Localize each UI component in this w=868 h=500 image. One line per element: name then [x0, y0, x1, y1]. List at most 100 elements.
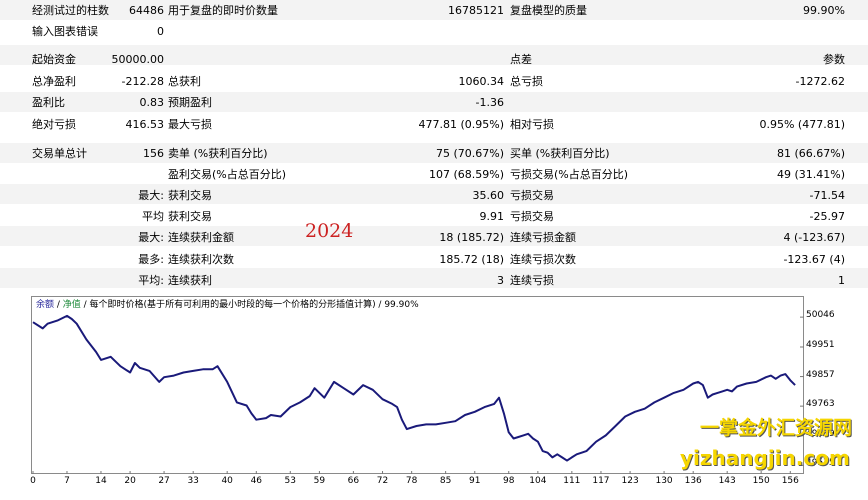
x-tick-label: 46 [250, 476, 263, 486]
x-tick-label: 150 [752, 476, 770, 486]
label-largest-profit-trade: 获利交易 [168, 189, 212, 202]
value-ticks-modelled: 16785121 [448, 4, 504, 17]
label-spread: 点差 [510, 53, 532, 66]
label-relative-drawdown: 相对亏损 [510, 118, 554, 131]
value-profit-trades: 107 (68.59%) [428, 168, 504, 181]
x-tick-label: 143 [718, 476, 736, 486]
value-net-profit: -212.28 [121, 75, 164, 88]
value-largest-profit-trade: 35.60 [472, 189, 505, 202]
value-gross-profit: 1060.34 [458, 75, 505, 88]
x-tick-label: 91 [469, 476, 481, 486]
value-spread: 参数 [823, 53, 845, 66]
label-max-consecutive-losses: 连续亏损金额 [510, 231, 576, 244]
watermark-chinese: 一掌金外汇资源网 [700, 417, 853, 439]
label-maximum: 最大: [138, 231, 164, 244]
value-short-positions: 75 (70.67%) [435, 147, 504, 160]
value-chart-errors: 0 [157, 25, 164, 38]
label-gross-profit: 总获利 [168, 75, 201, 88]
label-initial-deposit: 起始资金 [32, 53, 76, 66]
x-tick-label: 14 [95, 476, 107, 486]
label-average-loss-trade: 亏损交易 [510, 210, 554, 223]
y-tick-label: 49763 [806, 399, 835, 410]
label-maximal-consecutive-profit: 连续获利次数 [168, 253, 234, 266]
value-average-profit-trade: 9.91 [479, 210, 505, 223]
value-bars-tested: 64486 [129, 4, 164, 17]
label-net-profit: 总净盈利 [32, 75, 76, 88]
x-tick-label: 0 [30, 476, 36, 486]
y-tick-label: 49857 [806, 369, 835, 380]
value-gross-loss: -1272.62 [795, 75, 845, 88]
label-avg: 平均: [138, 274, 164, 287]
x-tick-label: 27 [158, 476, 170, 486]
value-relative-drawdown: 0.95% (477.81) [759, 118, 845, 131]
balance-chart [31, 296, 804, 474]
label-short-positions: 卖单 (%获利百分比) [168, 147, 268, 160]
value-maximal-consecutive-profit: 185.72 (18) [439, 253, 504, 266]
label-average-consecutive-wins: 连续获利 [168, 274, 212, 287]
x-tick-label: 156 [781, 476, 799, 486]
value-modelling-quality: 99.90% [803, 4, 845, 17]
x-tick-label: 33 [187, 476, 199, 486]
x-tick-label: 104 [529, 476, 547, 486]
y-tick-label: 49575 [806, 458, 835, 469]
label-largest: 最大: [138, 189, 164, 202]
label-modelling-quality: 复盘模型的质量 [510, 4, 587, 17]
value-maximal-drawdown: 477.81 (0.95%) [418, 118, 504, 131]
label-maximal-consecutive-loss: 连续亏损次数 [510, 253, 576, 266]
label-average-profit-trade: 获利交易 [168, 210, 212, 223]
value-maximal-consecutive-loss: -123.67 (4) [783, 253, 845, 266]
chart-header-equity: 净值 [62, 300, 81, 310]
x-tick-label: 98 [502, 476, 515, 486]
x-tick-label: 111 [563, 476, 581, 486]
x-tick-label: 123 [621, 476, 639, 486]
label-profit-trades: 盈利交易(%占总百分比) [168, 168, 287, 181]
label-ticks-modelled: 用于复盘的即时价数量 [168, 4, 278, 17]
year-annotation: 2024 [305, 220, 354, 242]
value-total-trades: 156 [143, 147, 164, 160]
chart-header-rest: / 每个即时价格(基于所有可利用的最小时段的每一个价格的分形插值计算) / 99… [80, 300, 419, 310]
label-maximal: 最多: [138, 253, 164, 266]
value-largest-loss-trade: -71.54 [809, 189, 845, 202]
value-initial-deposit: 50000.00 [111, 53, 165, 66]
y-tick-label: 49669 [806, 428, 835, 439]
chart-header-balance: 余额 [36, 300, 55, 310]
x-tick-label: 117 [592, 476, 610, 486]
x-tick-label: 59 [313, 476, 326, 486]
x-tick-label: 66 [347, 476, 360, 486]
value-max-consecutive-wins: 18 (185.72) [439, 231, 504, 244]
label-average: 平均 [142, 210, 164, 223]
value-average-loss-trade: -25.97 [809, 210, 845, 223]
value-average-consecutive-wins: 3 [497, 274, 504, 287]
value-average-consecutive-losses: 1 [838, 274, 845, 287]
label-expected-payoff: 预期盈利 [168, 96, 212, 109]
label-chart-errors: 输入图表错误 [32, 25, 98, 38]
x-tick-label: 136 [684, 476, 702, 486]
x-tick-label: 53 [284, 476, 296, 486]
x-tick-label: 130 [655, 476, 673, 486]
value-expected-payoff: -1.36 [475, 96, 504, 109]
value-max-consecutive-losses: 4 (-123.67) [783, 231, 845, 244]
value-profit-factor: 0.83 [139, 96, 165, 109]
label-long-positions: 买单 (%获利百分比) [510, 147, 610, 160]
watermark-domain: yizhangjin.com [680, 446, 850, 470]
value-absolute-drawdown: 416.53 [125, 118, 165, 131]
x-tick-label: 85 [439, 476, 452, 486]
balance-line [32, 314, 796, 462]
chart-header: 余额 / 净值 / 每个即时价格(基于所有可利用的最小时段的每一个价格的分形插值… [36, 297, 419, 310]
value-long-positions: 81 (66.67%) [776, 147, 845, 160]
x-tick-label: 7 [64, 476, 70, 486]
label-absolute-drawdown: 绝对亏损 [32, 118, 76, 131]
label-average-consecutive-losses: 连续亏损 [510, 274, 554, 287]
x-tick-label: 40 [221, 476, 233, 486]
y-tick-label: 49951 [806, 340, 835, 350]
x-tick-label: 78 [405, 476, 418, 486]
x-tick-label: 72 [376, 476, 389, 486]
x-tick-label: 20 [124, 476, 136, 486]
label-max-consecutive-wins: 连续获利金额 [168, 231, 234, 244]
label-bars-tested: 经测试过的柱数 [32, 4, 109, 17]
label-loss-trades: 亏损交易(%占总百分比) [510, 168, 629, 181]
label-total-trades: 交易单总计 [32, 147, 87, 160]
value-loss-trades: 49 (31.41%) [776, 168, 845, 181]
label-profit-factor: 盈利比 [32, 96, 65, 109]
